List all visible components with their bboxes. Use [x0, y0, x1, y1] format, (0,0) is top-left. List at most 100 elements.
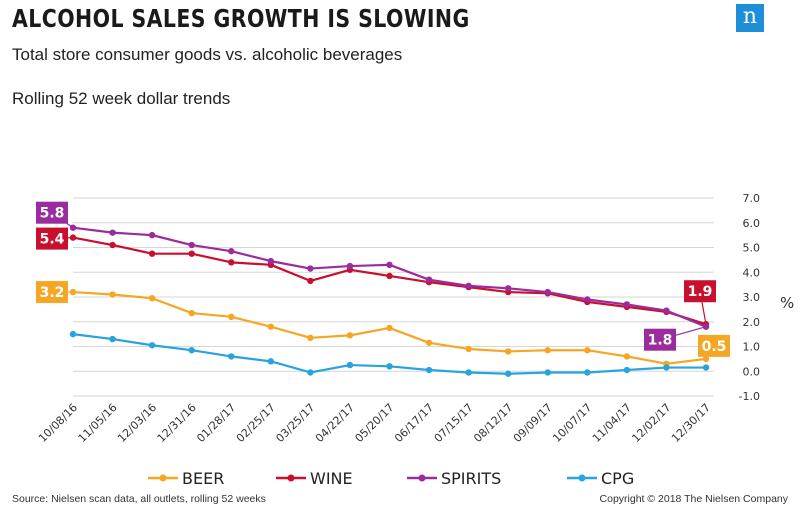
- x-tick-label: 06/17/17: [392, 401, 436, 445]
- data-point-wine: [188, 250, 195, 257]
- callout-box-beer: [698, 334, 730, 357]
- data-point-spirits: [148, 231, 156, 239]
- callout-box-beer: [36, 281, 68, 304]
- x-tick-label: 01/28/17: [194, 401, 238, 445]
- data-point-beer: [188, 309, 195, 317]
- x-tick-label: 09/09/17: [511, 401, 555, 445]
- y-tick-label: 4.0: [743, 266, 761, 279]
- data-point-spirits: [504, 285, 512, 292]
- source-note: Source: Nielsen scan data, all outlets, …: [12, 493, 266, 505]
- x-tick-label: 12/03/16: [115, 401, 159, 445]
- x-tick-label: 10/07/17: [550, 401, 594, 445]
- x-tick-label: 02/25/17: [234, 401, 278, 445]
- chart-subtitle: Total store consumer goods vs. alcoholic…: [12, 45, 403, 64]
- data-point-spirits: [465, 282, 472, 290]
- data-point-beer: [544, 347, 551, 354]
- data-point-spirits: [307, 265, 314, 272]
- x-tick-label: 12/02/17: [629, 401, 673, 445]
- data-point-beer: [228, 313, 235, 320]
- data-point-cpg: [504, 370, 512, 377]
- data-point-beer: [504, 348, 512, 355]
- data-point-spirits: [544, 288, 551, 296]
- callout-label-spirits: 1.8: [648, 333, 673, 349]
- data-point-spirits: [663, 307, 670, 314]
- data-point-beer: [465, 345, 472, 353]
- legend-marker-spirits: [418, 474, 426, 482]
- x-tick-label: 11/05/16: [76, 401, 120, 445]
- data-point-beer: [307, 334, 314, 342]
- x-tick-label: 08/12/17: [471, 401, 515, 445]
- data-point-beer: [386, 324, 393, 332]
- data-point-cpg: [663, 364, 670, 371]
- data-point-beer: [109, 291, 116, 298]
- x-tick-label: 03/25/17: [273, 401, 317, 445]
- data-point-spirits: [623, 301, 631, 308]
- data-point-beer: [623, 353, 631, 360]
- data-point-cpg: [267, 358, 275, 365]
- chart-subtitle-secondary: Rolling 52 week dollar trends: [12, 89, 231, 108]
- data-point-beer: [584, 347, 591, 354]
- legend-marker-cpg: [578, 474, 586, 482]
- callout-box-spirits: [36, 201, 68, 224]
- line-chart: 7.06.05.04.03.02.01.00.0-1.0%10/08/1611/…: [36, 192, 794, 488]
- data-point-beer: [148, 295, 156, 302]
- data-point-cpg: [623, 366, 631, 374]
- y-tick-label: 6.0: [743, 217, 761, 230]
- x-tick-label: 07/15/17: [432, 401, 476, 445]
- x-tick-label: 05/20/17: [352, 401, 396, 445]
- callout-box-spirits: [644, 328, 676, 351]
- y-axis-unit-label: %: [780, 294, 794, 312]
- data-point-cpg: [69, 330, 77, 338]
- y-tick-label: 7.0: [743, 192, 761, 205]
- callout-box-wine: [36, 227, 68, 250]
- callout-label-beer: 0.5: [702, 339, 727, 355]
- data-point-cpg: [188, 347, 195, 354]
- data-point-spirits: [346, 262, 354, 270]
- chart-title: ALCOHOL SALES GROWTH IS SLOWING: [12, 4, 470, 33]
- x-tick-label: 12/30/17: [669, 401, 713, 445]
- data-point-spirits: [425, 276, 433, 283]
- data-point-spirits: [228, 248, 235, 255]
- legend-marker-beer: [159, 474, 167, 482]
- data-point-spirits: [386, 261, 393, 269]
- callout-label-beer: 3.2: [40, 285, 65, 301]
- x-tick-label: 11/04/17: [590, 401, 634, 445]
- data-point-wine: [109, 241, 116, 249]
- series-line-wine: [72, 236, 707, 326]
- data-point-cpg: [544, 369, 551, 376]
- data-point-cpg: [465, 369, 472, 376]
- y-tick-label: -1.0: [739, 390, 760, 403]
- y-tick-label: 0.0: [743, 365, 761, 378]
- data-point-wine: [386, 272, 393, 280]
- legend-label-spirits: SPIRITS: [441, 469, 501, 488]
- legend-label-cpg: CPG: [601, 469, 634, 488]
- y-tick-label: 5.0: [743, 242, 761, 255]
- data-point-spirits: [188, 241, 195, 249]
- y-tick-label: 1.0: [743, 341, 761, 354]
- legend-label-wine: WINE: [310, 469, 353, 488]
- data-point-cpg: [386, 363, 393, 370]
- data-point-beer: [346, 332, 354, 339]
- copyright-note: Copyright © 2018 The Nielsen Company: [599, 493, 788, 505]
- callout-label-spirits: 5.8: [40, 206, 65, 222]
- legend-label-beer: BEER: [182, 469, 224, 488]
- data-point-cpg: [228, 353, 235, 360]
- legend-marker-wine: [287, 474, 295, 482]
- data-point-wine: [228, 259, 235, 266]
- data-point-cpg: [307, 369, 314, 376]
- callout-label-wine: 1.9: [688, 284, 713, 300]
- data-point-beer: [267, 323, 275, 330]
- data-point-cpg: [346, 361, 354, 369]
- data-point-cpg: [148, 342, 156, 349]
- data-point-spirits: [267, 257, 275, 265]
- x-tick-label: 10/08/16: [36, 401, 80, 445]
- data-point-beer: [425, 339, 433, 346]
- callout-label-wine: 5.4: [40, 232, 65, 248]
- x-tick-label: 12/31/16: [155, 401, 199, 445]
- callout-box-wine: [684, 280, 716, 303]
- data-point-cpg: [425, 366, 433, 374]
- x-tick-label: 04/22/17: [313, 401, 357, 445]
- data-point-cpg: [109, 335, 116, 343]
- data-point-wine: [148, 250, 156, 257]
- data-point-cpg: [584, 369, 591, 376]
